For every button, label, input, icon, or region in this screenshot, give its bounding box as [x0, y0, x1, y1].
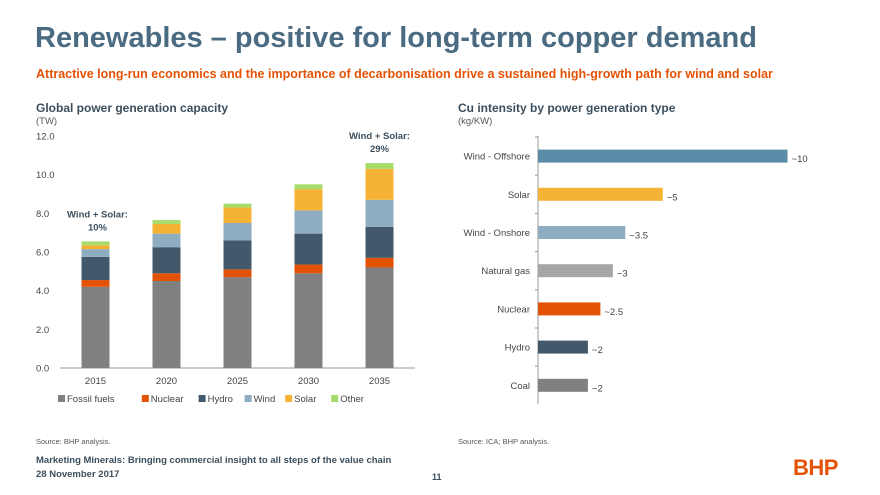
- x-tick-label: 2035: [369, 376, 390, 387]
- category-label-coal: Coal: [510, 381, 530, 392]
- bar-other-2030: [294, 184, 323, 190]
- bar-solar: [538, 187, 663, 201]
- bar-fossil-fuels-2015: [81, 286, 110, 368]
- bar-wind-2030: [294, 210, 323, 234]
- annotation-value: 10%: [88, 222, 108, 233]
- bar-hydro-2020: [152, 247, 181, 274]
- x-tick-label: 2025: [227, 376, 248, 387]
- y-tick-label: 0.0: [36, 364, 49, 375]
- value-label-nuclear: ~2.5: [604, 307, 623, 318]
- bar-fossil-fuels-2025: [223, 277, 252, 368]
- bar-nuclear: [538, 302, 601, 316]
- bar-hydro-2030: [294, 233, 323, 265]
- intensity-chart-title: Cu intensity by power generation type: [458, 101, 676, 115]
- bar-wind-offshore: [538, 149, 788, 163]
- legend-label-nuclear: Nuclear: [151, 394, 184, 405]
- footer-line1: Marketing Minerals: Bringing commercial …: [36, 455, 392, 466]
- page-title: Renewables – positive for long-term copp…: [35, 22, 757, 54]
- value-label-solar: ~5: [667, 192, 678, 203]
- bar-solar-2030: [294, 189, 323, 211]
- legend-swatch-nuclear: [141, 395, 149, 402]
- bar-wind-2015: [81, 249, 110, 257]
- legend-label-hydro: Hydro: [208, 394, 233, 405]
- y-tick-label: 2.0: [36, 325, 49, 336]
- bar-hydro-2035: [365, 226, 394, 258]
- legend-label-other: Other: [340, 394, 364, 405]
- value-label-coal: ~2: [592, 383, 603, 394]
- category-label-hydro: Hydro: [505, 343, 530, 354]
- category-label-wind-onshore: Wind - Onshore: [463, 228, 530, 239]
- bar-fossil-fuels-2020: [152, 281, 181, 368]
- source-note-left: Source: BHP analysis.: [36, 437, 111, 446]
- annotation-label: Wind + Solar:: [349, 131, 410, 142]
- bar-solar-2025: [223, 207, 252, 223]
- bar-nuclear-2035: [365, 257, 394, 268]
- bar-wind-onshore: [538, 226, 626, 239]
- bar-solar-2035: [365, 168, 394, 200]
- value-label-hydro: ~2: [592, 345, 603, 356]
- value-label-natural-gas: ~3: [617, 269, 628, 280]
- bar-other-2035: [365, 163, 394, 169]
- category-label-natural-gas: Natural gas: [481, 266, 530, 277]
- x-tick-label: 2030: [298, 376, 319, 387]
- source-note-right: Source: ICA; BHP analysis.: [458, 437, 550, 446]
- bar-wind-2025: [223, 223, 252, 241]
- legend-swatch-hydro: [198, 395, 206, 402]
- bar-wind-2020: [152, 233, 181, 248]
- bar-natural-gas: [538, 264, 613, 278]
- bar-coal: [538, 378, 588, 392]
- y-tick-label: 8.0: [36, 209, 49, 220]
- legend-label-wind: Wind: [254, 394, 276, 405]
- category-label-solar: Solar: [508, 190, 530, 201]
- value-label-wind-onshore: ~3.5: [629, 231, 648, 242]
- page-number: 11: [432, 472, 442, 482]
- legend-swatch-wind: [244, 395, 252, 402]
- bar-other-2015: [81, 241, 110, 246]
- bar-hydro: [538, 340, 588, 354]
- capacity-chart-unit: (TW): [36, 116, 58, 127]
- legend-swatch-solar: [285, 395, 293, 402]
- bar-fossil-fuels-2035: [365, 267, 394, 368]
- y-tick-label: 4.0: [36, 286, 49, 297]
- footer-date: 28 November 2017: [36, 469, 120, 480]
- bar-nuclear-2025: [223, 269, 252, 278]
- bar-hydro-2015: [81, 256, 110, 281]
- page-subtitle: Attractive long-run economics and the im…: [36, 67, 773, 81]
- capacity-chart-title: Global power generation capacity: [36, 101, 229, 115]
- capacity-chart: 0.0 2.0 4.0 6.0 8.0 10.0 12.0 2015 2020 2025 2030 2…: [36, 131, 415, 405]
- bar-nuclear-2015: [81, 280, 110, 287]
- intensity-chart-unit: (kg/KW): [458, 116, 493, 127]
- legend-swatch-other: [331, 395, 339, 402]
- legend-label-fossil-fuels: Fossil fuels: [67, 394, 115, 405]
- category-label-nuclear: Nuclear: [497, 304, 530, 315]
- y-tick-label: 6.0: [36, 248, 49, 259]
- bar-other-2025: [223, 203, 252, 208]
- bar-solar-2020: [152, 223, 181, 234]
- bar-nuclear-2020: [152, 273, 181, 281]
- bar-wind-2035: [365, 199, 394, 227]
- bar-nuclear-2030: [294, 264, 323, 274]
- bar-other-2020: [152, 220, 181, 224]
- y-tick-label: 10.0: [36, 170, 55, 181]
- bhp-logo: BHP: [793, 455, 838, 480]
- legend-swatch-fossil-fuels: [58, 395, 65, 402]
- annotation-label: Wind + Solar:: [67, 209, 128, 220]
- category-label-wind-offshore: Wind - Offshore: [464, 152, 530, 163]
- bar-solar-2015: [81, 245, 110, 250]
- annotation-value: 29%: [370, 144, 390, 155]
- x-tick-label: 2020: [156, 376, 177, 387]
- x-tick-label: 2015: [85, 376, 106, 387]
- bar-hydro-2025: [223, 240, 252, 270]
- legend-label-solar: Solar: [294, 394, 316, 405]
- bar-fossil-fuels-2030: [294, 273, 323, 368]
- y-tick-label: 12.0: [36, 132, 55, 143]
- value-label-wind-offshore: ~10: [792, 154, 808, 165]
- intensity-chart: Wind - Offshore ~10 Solar ~5 Wind - Onshore ~…: [463, 136, 808, 404]
